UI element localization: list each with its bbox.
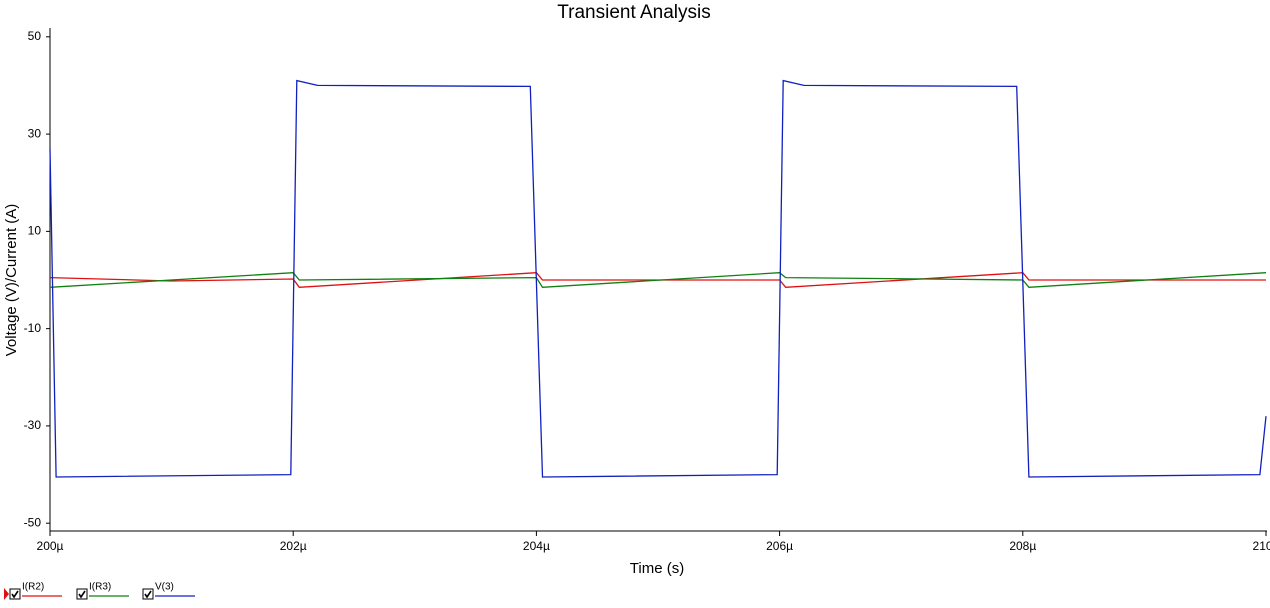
x-tick-label: 204µ bbox=[523, 539, 550, 553]
x-tick-label: 210µ bbox=[1253, 539, 1270, 553]
legend-label: I(R2) bbox=[22, 582, 44, 593]
x-axis-label: Time (s) bbox=[630, 560, 684, 577]
legend-checkbox bbox=[142, 588, 154, 600]
y-tick-label: 10 bbox=[28, 224, 42, 238]
x-tick-label: 200µ bbox=[37, 539, 64, 553]
chart-title: Transient Analysis bbox=[557, 2, 710, 23]
y-tick-label: 50 bbox=[28, 29, 42, 43]
y-axis-label: Voltage (V)/Current (A) bbox=[3, 204, 20, 357]
legend-checkbox bbox=[9, 588, 21, 600]
legend-label: I(R3) bbox=[89, 582, 111, 593]
x-tick-label: 208µ bbox=[1009, 539, 1036, 553]
y-tick-label: 30 bbox=[28, 126, 42, 140]
series-line bbox=[49, 272, 1266, 288]
legend-check bbox=[144, 590, 152, 599]
legend-label: V(3) bbox=[155, 582, 174, 593]
series-line bbox=[49, 79, 1267, 478]
y-tick-label: -50 bbox=[24, 515, 42, 529]
x-tick-label: 202µ bbox=[280, 539, 307, 553]
cursor-marker bbox=[4, 588, 9, 600]
legend-checkbox bbox=[76, 588, 88, 600]
series-line bbox=[49, 272, 1267, 288]
x-tick-label: 206µ bbox=[766, 539, 793, 553]
legend-check bbox=[11, 590, 19, 599]
y-tick-label: -30 bbox=[24, 418, 42, 432]
legend-check bbox=[78, 590, 86, 599]
y-tick-label: -10 bbox=[24, 321, 42, 335]
